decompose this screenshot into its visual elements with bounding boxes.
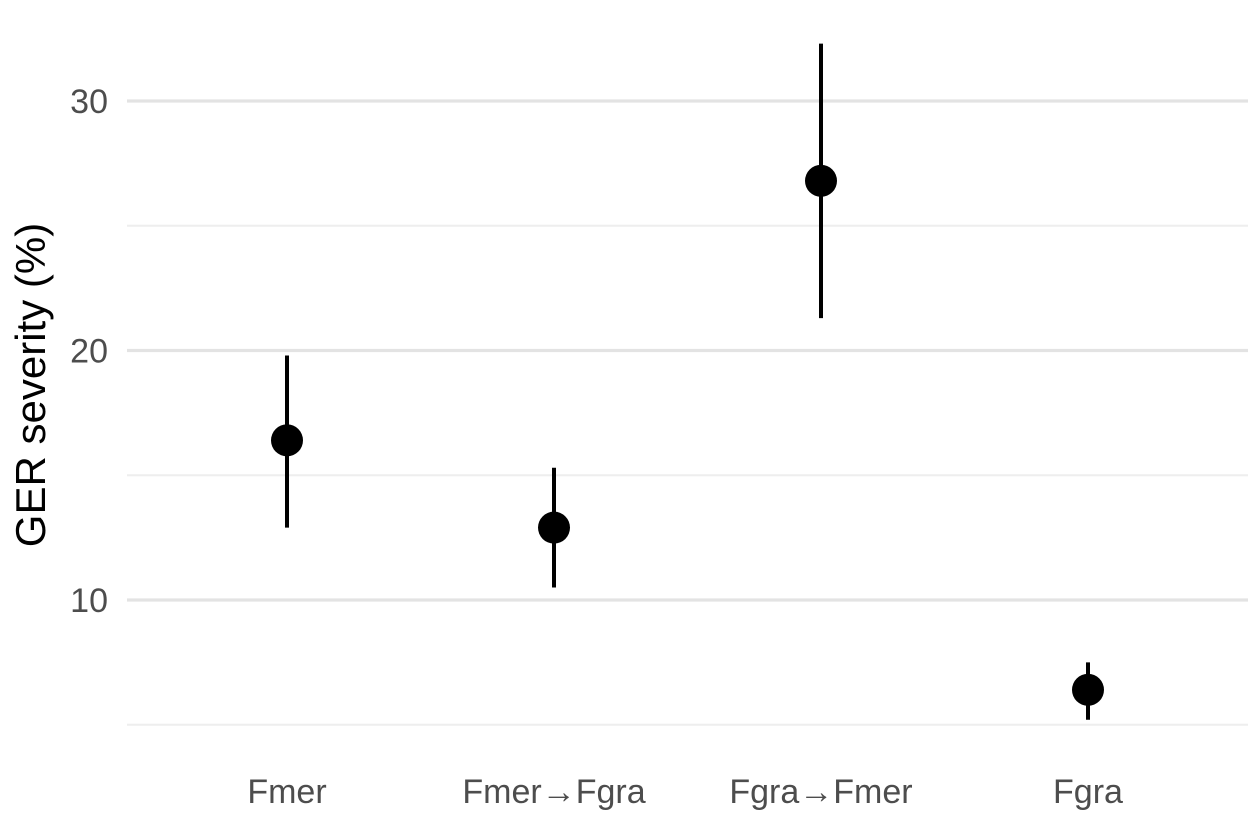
x-tick-label: Fmer→Fgra bbox=[462, 773, 645, 811]
y-tick-labels: 10 20 30 bbox=[70, 83, 108, 620]
y-axis-title: GER severity (%) bbox=[7, 223, 54, 547]
y-tick-label: 20 bbox=[70, 333, 108, 371]
data-point bbox=[271, 424, 303, 457]
y-tick-label: 10 bbox=[70, 582, 108, 620]
x-tick-labels: Fmer Fmer→Fgra Fgra→Fmer Fgra bbox=[247, 773, 1123, 811]
data-point bbox=[538, 511, 570, 544]
x-tick-label: Fgra bbox=[1053, 773, 1123, 811]
grid-layer bbox=[127, 99, 1248, 726]
data-marks bbox=[271, 43, 1104, 720]
data-point bbox=[1072, 673, 1104, 706]
y-tick-label: 30 bbox=[70, 83, 108, 121]
x-tick-label: Fmer bbox=[247, 773, 326, 811]
x-tick-label: Fgra→Fmer bbox=[729, 773, 912, 811]
data-point bbox=[805, 164, 837, 197]
